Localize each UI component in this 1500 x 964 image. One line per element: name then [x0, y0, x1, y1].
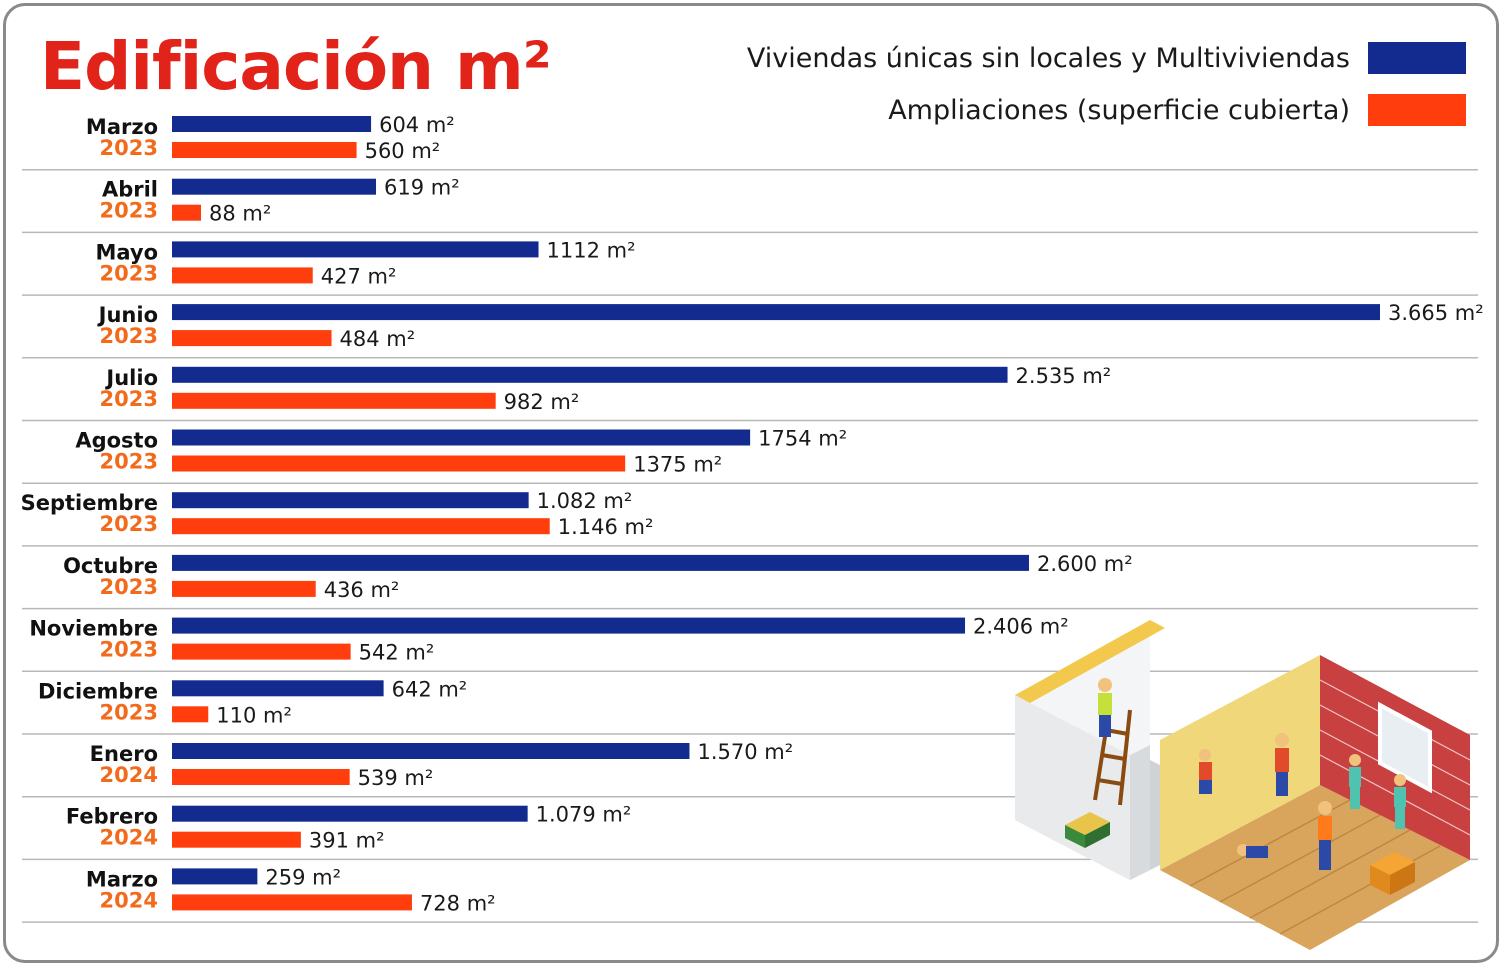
bar-viviendas: [172, 366, 1008, 383]
data-label: 1754 m²: [758, 427, 847, 451]
bar-ampliaciones: [172, 204, 202, 221]
data-label: 1.082 m²: [537, 489, 633, 513]
data-label: 391 m²: [309, 829, 385, 853]
bar-ampliaciones: [172, 643, 351, 660]
category-year-label: 2023: [100, 324, 158, 348]
bar-viviendas: [172, 116, 372, 132]
data-label: 982 m²: [504, 390, 580, 414]
category-year-label: 2023: [100, 512, 158, 536]
bar-ampliaciones: [172, 267, 313, 284]
bar-ampliaciones: [172, 518, 550, 535]
data-label: 728 m²: [420, 891, 496, 915]
category-month-label: Julio: [104, 366, 158, 390]
bar-viviendas: [172, 241, 539, 258]
legend-swatch-viviendas: [1368, 42, 1466, 74]
category-month-label: Marzo: [86, 115, 158, 139]
chart-title: Edificación m²: [40, 28, 552, 105]
bar-ampliaciones: [172, 392, 496, 409]
bar-viviendas: [172, 617, 966, 634]
category-month-label: Marzo: [86, 867, 158, 891]
bar-ampliaciones: [172, 142, 357, 158]
category-year-label: 2023: [100, 136, 158, 160]
data-label: 484 m²: [340, 327, 416, 351]
data-label: 3.665 m²: [1388, 301, 1484, 325]
bar-viviendas: [172, 805, 528, 822]
data-label: 436 m²: [324, 578, 400, 602]
bar-viviendas: [172, 304, 1380, 321]
bar-viviendas: [172, 868, 258, 885]
data-label: 1.570 m²: [697, 740, 793, 764]
category-year-label: 2023: [100, 700, 158, 724]
construction-illustration: [1015, 620, 1471, 950]
data-label: 1.079 m²: [536, 803, 632, 827]
category-year-label: 2023: [100, 261, 158, 285]
data-label: 2.535 m²: [1016, 364, 1112, 388]
category-month-label: Enero: [90, 742, 158, 766]
data-label: 1112 m²: [547, 238, 636, 262]
bar-ampliaciones: [172, 330, 332, 347]
category-month-label: Noviembre: [29, 617, 158, 641]
category-month-label: Mayo: [95, 240, 158, 264]
category-month-label: Septiembre: [21, 491, 158, 515]
data-label: 427 m²: [321, 264, 397, 288]
data-label: 1375 m²: [633, 453, 722, 477]
category-month-label: Diciembre: [38, 679, 158, 703]
legend-item-ampliaciones: Ampliaciones (superficie cubierta): [747, 84, 1466, 136]
data-label: 619 m²: [384, 176, 460, 200]
bar-ampliaciones: [172, 769, 350, 785]
legend: Viviendas únicas sin locales y Multivivi…: [747, 32, 1466, 136]
data-label: 2.406 m²: [973, 615, 1069, 639]
bar-viviendas: [172, 178, 377, 195]
category-month-label: Febrero: [66, 805, 158, 829]
data-label: 110 m²: [216, 703, 292, 727]
data-label: 642 m²: [392, 677, 468, 701]
bar-viviendas: [172, 554, 1029, 571]
category-year-label: 2024: [100, 763, 158, 787]
bar-viviendas: [172, 680, 384, 697]
bar-viviendas: [172, 743, 690, 759]
data-label: 604 m²: [379, 113, 455, 137]
category-year-label: 2023: [100, 199, 158, 223]
category-year-label: 2024: [100, 826, 158, 850]
data-label: 88 m²: [209, 202, 271, 226]
category-year-label: 2023: [100, 638, 158, 662]
bar-viviendas: [172, 429, 751, 446]
category-month-label: Agosto: [75, 429, 158, 453]
category-year-label: 2023: [100, 450, 158, 474]
legend-item-viviendas: Viviendas únicas sin locales y Multivivi…: [747, 32, 1466, 84]
category-month-label: Abril: [102, 178, 158, 202]
data-label: 1.146 m²: [558, 515, 654, 539]
category-year-label: 2023: [100, 387, 158, 411]
data-label: 560 m²: [365, 139, 441, 163]
legend-swatch-ampliaciones: [1368, 94, 1466, 126]
category-month-label: Octubre: [63, 554, 158, 578]
data-label: 259 m²: [265, 865, 341, 889]
data-label: 542 m²: [359, 641, 435, 665]
data-label: 2.600 m²: [1037, 552, 1133, 576]
category-year-label: 2023: [100, 575, 158, 599]
bar-ampliaciones: [172, 580, 316, 597]
legend-label-ampliaciones: Ampliaciones (superficie cubierta): [888, 94, 1350, 126]
data-label: 539 m²: [358, 766, 434, 790]
bar-ampliaciones: [172, 706, 209, 723]
category-year-label: 2024: [100, 888, 158, 912]
bar-ampliaciones: [172, 455, 626, 472]
category-month-label: Junio: [97, 303, 158, 327]
bar-ampliaciones: [172, 894, 412, 911]
bar-viviendas: [172, 492, 529, 509]
bar-ampliaciones: [172, 831, 301, 848]
legend-label-viviendas: Viviendas únicas sin locales y Multivivi…: [746, 42, 1350, 74]
